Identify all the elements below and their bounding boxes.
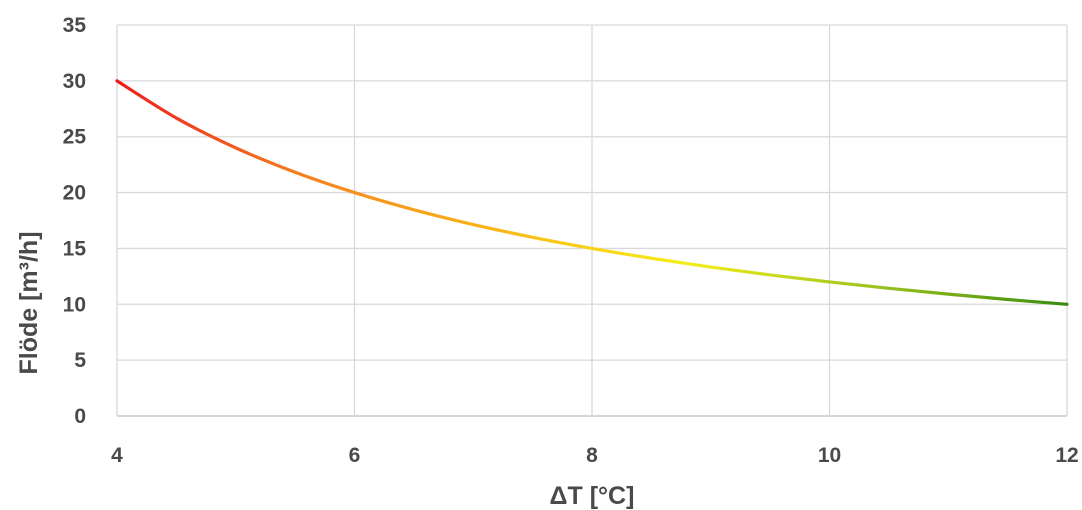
y-tick-label: 10 (63, 293, 86, 316)
series-layer (115, 79, 1069, 306)
series-line (115, 79, 1069, 306)
x-tick-label: 8 (586, 444, 598, 467)
y-tick-label: 0 (74, 405, 86, 428)
x-tick-label: 10 (818, 444, 841, 467)
y-tick-label: 20 (63, 182, 86, 205)
y-tick-label: 30 (63, 70, 86, 93)
x-tick-label: 12 (1055, 444, 1078, 467)
x-axis-ticks: 4 6 8 10 12 (111, 444, 1079, 467)
y-tick-label: 5 (74, 349, 86, 372)
x-tick-label: 4 (111, 444, 123, 467)
y-tick-label: 35 (63, 14, 87, 37)
y-axis-ticks: 0 5 10 15 20 25 30 35 (63, 14, 87, 428)
x-axis-title: ΔT [°C] (550, 482, 635, 510)
y-axis-title: Flöde [m³/h] (15, 231, 43, 374)
y-tick-label: 15 (63, 237, 87, 260)
y-tick-label: 25 (63, 126, 87, 149)
x-tick-label: 6 (349, 444, 361, 467)
gridlines (116, 24, 1068, 417)
